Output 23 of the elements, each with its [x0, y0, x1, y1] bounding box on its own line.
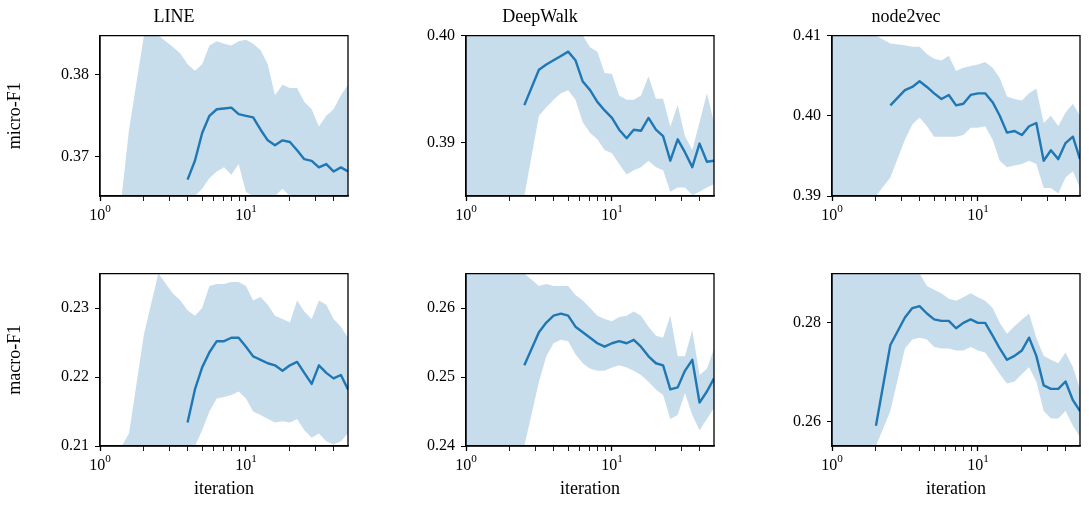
y-tick-label: 0.22 [61, 367, 89, 385]
x-axis-title: iteration [560, 477, 620, 498]
chart-title: LINE [153, 5, 195, 26]
x-axis-title: iteration [194, 477, 254, 498]
y-tick-label: 0.40 [427, 25, 455, 43]
y-tick-label: 0.21 [61, 436, 89, 454]
y-tick-label: 0.38 [61, 65, 89, 83]
chart-title: node2vec [871, 5, 941, 26]
y-tick-label: 0.26 [793, 411, 821, 429]
y-axis-title: macro-F1 [3, 324, 24, 395]
y-tick-label: 0.40 [793, 106, 821, 123]
y-tick-label: 0.39 [427, 132, 455, 150]
y-tick-label: 0.37 [61, 146, 89, 164]
y-tick-label: 0.26 [427, 298, 455, 316]
y-tick-label: 0.41 [793, 25, 821, 43]
x-axis-title: iteration [926, 477, 986, 498]
y-tick-label: 0.24 [427, 436, 455, 454]
y-tick-label: 0.39 [793, 186, 821, 204]
y-axis-title: micro-F1 [3, 82, 24, 150]
chart-title: DeepWalk [502, 5, 578, 26]
y-tick-label: 0.28 [793, 313, 821, 331]
y-tick-label: 0.25 [427, 367, 455, 385]
y-tick-label: 0.23 [61, 298, 89, 316]
